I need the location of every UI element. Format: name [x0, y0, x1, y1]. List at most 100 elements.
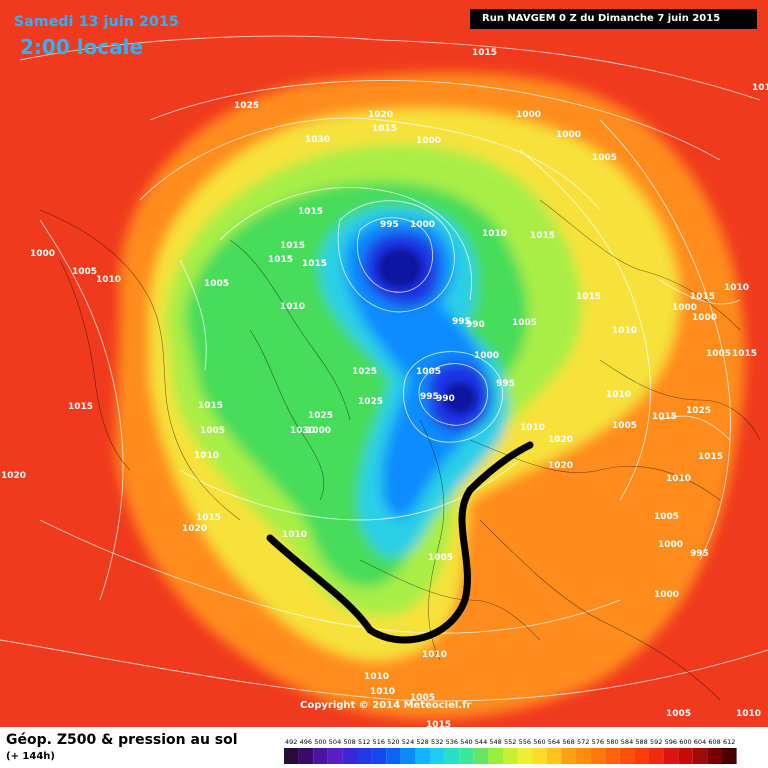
legend-tick: 544 [475, 738, 487, 746]
legend-swatch [400, 748, 416, 764]
forecast-date: Samedi 13 juin 2015 [14, 14, 179, 30]
legend-swatch [692, 748, 708, 764]
legend-tick: 552 [504, 738, 516, 746]
isobar-label: 1015 [472, 48, 497, 58]
legend-swatch [386, 748, 401, 764]
isobar-label: 1010 [666, 474, 691, 484]
isobar-label: 1010 [422, 650, 447, 660]
legend-tick: 528 [416, 738, 428, 746]
legend-tick: 524 [402, 738, 414, 746]
isobar-label: 1015 [198, 401, 223, 411]
isobar-label: 1015 [698, 452, 723, 462]
legend-tick: 592 [650, 738, 662, 746]
legend-swatch [532, 748, 547, 764]
isobar-label: 1005 [612, 421, 637, 431]
isobar-label: 1025 [358, 397, 383, 407]
legend-swatch [327, 748, 343, 764]
isobar-label: 1025 [352, 367, 377, 377]
legend-tick: 564 [548, 738, 560, 746]
isobar-label: 1000 [410, 220, 435, 230]
footer-panel: Géop. Z500 & pression au sol (+ 144h) 49… [0, 727, 768, 768]
isobar-labels: 1015102510201015103010001000100010051010… [1, 48, 768, 727]
isobar-label: 1005 [204, 279, 229, 289]
isobar-label: 1015 [576, 292, 601, 302]
map-title: Géop. Z500 & pression au sol [6, 732, 238, 748]
isobar-label: 990 [436, 394, 455, 404]
legend-swatch [313, 748, 328, 764]
isobar-label: 995 [690, 549, 709, 559]
isobar-label: 1015 [690, 292, 715, 302]
isobar-label: 1010 [96, 275, 121, 285]
isobar-label: 1005 [512, 318, 537, 328]
legend-tick: 492 [285, 738, 297, 746]
legend-tick: 604 [694, 738, 706, 746]
legend-tick: 548 [489, 738, 501, 746]
legend-swatch [649, 748, 664, 764]
legend-tick: 532 [431, 738, 443, 746]
legend-tick: 612 [723, 738, 735, 746]
isobar-label: 1010 [280, 302, 305, 312]
isobar-label: 1015 [280, 241, 305, 251]
legend-swatch [576, 748, 591, 764]
legend-swatch [634, 748, 649, 764]
legend-swatch [488, 748, 503, 764]
legend-tick: 540 [460, 738, 472, 746]
legend-swatch [371, 748, 387, 764]
forecast-time: 2:00 locale [20, 35, 144, 59]
isobar-label: 1005 [410, 693, 435, 703]
isobar-label: 1005 [592, 153, 617, 163]
isobars [0, 35, 768, 702]
legend-swatch [605, 748, 620, 764]
isobar-label: 995 [420, 392, 439, 402]
legend-tick: 560 [533, 738, 545, 746]
isobar-label: 1015 [732, 349, 757, 359]
trough-line [266, 441, 534, 644]
legend-swatch [722, 748, 737, 764]
legend-swatch [590, 748, 606, 764]
legend-swatch [707, 748, 722, 764]
copyright: Copyright © 2014 Meteociel.fr [300, 700, 472, 711]
isobar-label: 995 [496, 379, 515, 389]
legend-swatch [459, 748, 474, 764]
isobar-label: 1000 [556, 130, 581, 140]
forecast-offset: (+ 144h) [6, 751, 55, 762]
isobar-label: 1000 [474, 351, 499, 361]
legend-swatch [546, 748, 562, 764]
isobar-label: 1010 [194, 451, 219, 461]
legend-tick: 496 [300, 738, 312, 746]
legend-swatch [517, 748, 533, 764]
isobar-label: 1000 [654, 590, 679, 600]
isobar-label: 1030 [305, 135, 330, 145]
legend-swatch [415, 748, 430, 764]
isobar-label: 1010 [370, 687, 395, 697]
isobar-label: 1020 [548, 435, 573, 445]
legend-swatch [284, 748, 299, 764]
isobar-label: 1015 [68, 402, 93, 412]
isobar-label: 1010 [752, 83, 768, 93]
legend-tick: 596 [665, 738, 677, 746]
isobar-label: 1005 [654, 512, 679, 522]
isobar-label: 1025 [308, 411, 333, 421]
isobar-label: 1020 [182, 524, 207, 534]
isobar-label: 1000 [306, 426, 331, 436]
isobar-label: 1005 [200, 426, 225, 436]
isobar-label: 1005 [416, 367, 441, 377]
isobar-label: 1025 [686, 406, 711, 416]
isobar-label: 1010 [282, 530, 307, 540]
legend-swatch [430, 748, 445, 764]
legend-tick: 576 [592, 738, 604, 746]
isobar-label: 1015 [268, 255, 293, 265]
legend-tick: 512 [358, 738, 370, 746]
legend-tick: 504 [329, 738, 341, 746]
isobar-label: 1015 [196, 513, 221, 523]
legend-tick: 588 [635, 738, 647, 746]
legend-tick: 536 [446, 738, 458, 746]
isobar-label: 1015 [372, 124, 397, 134]
legend-tick: 500 [314, 738, 326, 746]
isobar-label: 1000 [416, 136, 441, 146]
isobar-label: 995 [452, 317, 471, 327]
legend-tick: 568 [562, 738, 574, 746]
isobar-label: 1015 [302, 259, 327, 269]
legend-swatch [473, 748, 489, 764]
